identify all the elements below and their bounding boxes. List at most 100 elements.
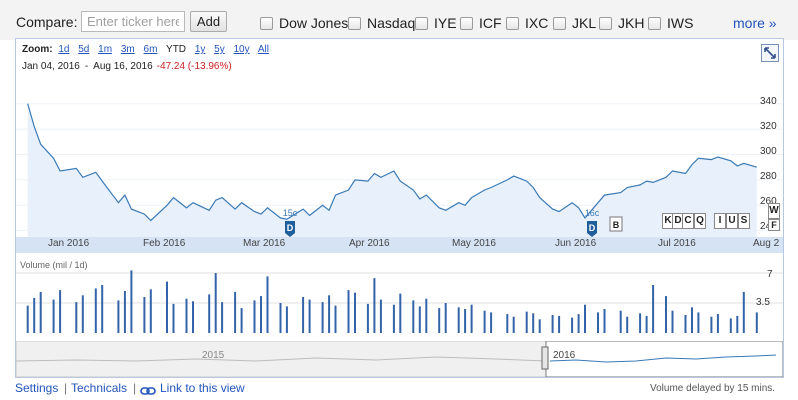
expand-button[interactable] [761, 44, 779, 62]
zoom-6m[interactable]: 6m [143, 44, 158, 55]
volume-bar [525, 311, 528, 333]
technicals-link[interactable]: Technicals [71, 381, 128, 395]
compare-checkbox-ixc[interactable]: IXC [506, 14, 548, 32]
range-separator: - [84, 61, 89, 72]
volume-bar [639, 313, 642, 333]
zoom-5d[interactable]: 5d [78, 44, 90, 55]
navigator-year: 2015 [202, 350, 225, 361]
compare-label: Compare: [16, 14, 78, 30]
zoom-1y[interactable]: 1y [194, 44, 206, 55]
volume-bar [94, 288, 97, 333]
compare-checkbox-dow-jones[interactable]: Dow Jones [260, 14, 348, 32]
event-flag[interactable]: I [714, 213, 726, 229]
navigator-year: 2016 [553, 350, 576, 361]
compare-checkbox-jkh[interactable]: JKH [599, 14, 644, 32]
volume-bar [379, 299, 382, 333]
range-change: -47.24 (-13.96%) [156, 61, 232, 72]
price-tick: 280 [760, 171, 777, 182]
volume-bar [603, 309, 606, 333]
volume-bar [584, 304, 586, 333]
compare-ticker-label: IWS [667, 15, 694, 31]
volume-bar [208, 294, 211, 333]
zoom-ytd[interactable]: YTD [166, 44, 187, 55]
checkbox-icon[interactable] [599, 16, 612, 30]
link-to-view[interactable]: Link to this view [160, 381, 245, 395]
marker-letter: D [589, 223, 596, 233]
compare-ticker-label: ICF [479, 15, 502, 31]
volume-bar [354, 292, 356, 333]
event-flag[interactable]: Q [694, 213, 706, 229]
volume-bar [742, 291, 745, 333]
volume-bar [334, 305, 337, 333]
volume-bar [558, 315, 561, 333]
dividend-marker[interactable]: D 15c [283, 208, 298, 237]
checkbox-icon[interactable] [460, 16, 473, 30]
volume-header: Volume (mil / 1d) [20, 260, 88, 270]
event-flag[interactable]: W [768, 203, 780, 219]
event-flag[interactable]: U [726, 213, 738, 229]
volume-bar [444, 303, 447, 333]
checkbox-icon[interactable] [553, 16, 566, 30]
checkbox-icon[interactable] [260, 16, 273, 30]
dividend-marker[interactable]: D 16c [585, 208, 600, 237]
volume-bar [192, 301, 194, 333]
volume-bar [214, 273, 217, 333]
checkbox-icon[interactable] [348, 16, 361, 30]
volume-bar [418, 306, 421, 333]
navigator[interactable]: 2015 2016 [16, 341, 783, 377]
compare-ticker-label: Dow Jones [279, 15, 349, 31]
marker-letter: B [613, 220, 620, 230]
volume-bar [240, 308, 243, 333]
navigator-selected-line [549, 354, 777, 363]
volume-bar [532, 313, 535, 333]
volume-bar [645, 315, 648, 333]
price-line [27, 103, 757, 222]
volume-bar [671, 310, 674, 333]
event-flag[interactable]: F [768, 219, 780, 231]
volume-bar [143, 297, 146, 333]
volume-bar [123, 291, 126, 333]
zoom-all[interactable]: All [257, 44, 269, 55]
event-flag[interactable]: S [738, 213, 750, 229]
compare-ticker-label: JKL [572, 15, 597, 31]
compare-checkbox-iye[interactable]: IYE [415, 14, 457, 32]
zoom-5y[interactable]: 5y [214, 44, 225, 55]
add-button[interactable]: Add [190, 11, 227, 32]
volume-bar [729, 318, 732, 333]
volume-bar [470, 304, 473, 333]
compare-checkbox-icf[interactable]: ICF [460, 14, 502, 32]
checkbox-icon[interactable] [648, 16, 661, 30]
zoom-1d[interactable]: 1d [58, 44, 70, 55]
volume-bar [81, 295, 84, 333]
navigator-left-handle[interactable] [541, 346, 549, 370]
dividend-marker[interactable]: B [609, 216, 623, 232]
range-start: Jan 04, 2016 [22, 61, 80, 72]
volume-bar [652, 285, 655, 333]
volume-bar [39, 291, 42, 333]
delay-note: Volume delayed by 15 mins. [650, 383, 776, 394]
compare-checkbox-iws[interactable]: IWS [648, 14, 693, 32]
zoom-label: Zoom: [22, 44, 53, 55]
price-chart[interactable]: D 15c D 16c B [16, 79, 783, 239]
compare-checkbox-jkl[interactable]: JKL [553, 14, 596, 32]
settings-link[interactable]: Settings [15, 381, 59, 395]
more-link[interactable]: more » [733, 15, 777, 31]
ticker-input[interactable] [81, 11, 185, 32]
compare-checkbox-nasdaq[interactable]: Nasdaq [348, 14, 415, 32]
event-flag[interactable]: C [682, 213, 694, 229]
footer-separator: | [64, 381, 68, 395]
checkbox-icon[interactable] [506, 16, 519, 30]
month-label: Aug 2 [753, 238, 780, 249]
month-label: Mar 2016 [243, 238, 286, 249]
navigator-window[interactable] [545, 341, 783, 377]
zoom-10y[interactable]: 10y [233, 44, 250, 55]
volume-bar [308, 299, 311, 333]
volume-bar [321, 302, 324, 333]
marker-label: 16c [585, 208, 600, 218]
zoom-1m[interactable]: 1m [98, 44, 113, 55]
volume-bar [52, 299, 55, 333]
checkbox-icon[interactable] [415, 16, 428, 30]
volume-bar [366, 303, 369, 333]
volume-bar [101, 285, 104, 333]
zoom-3m[interactable]: 3m [120, 44, 135, 55]
